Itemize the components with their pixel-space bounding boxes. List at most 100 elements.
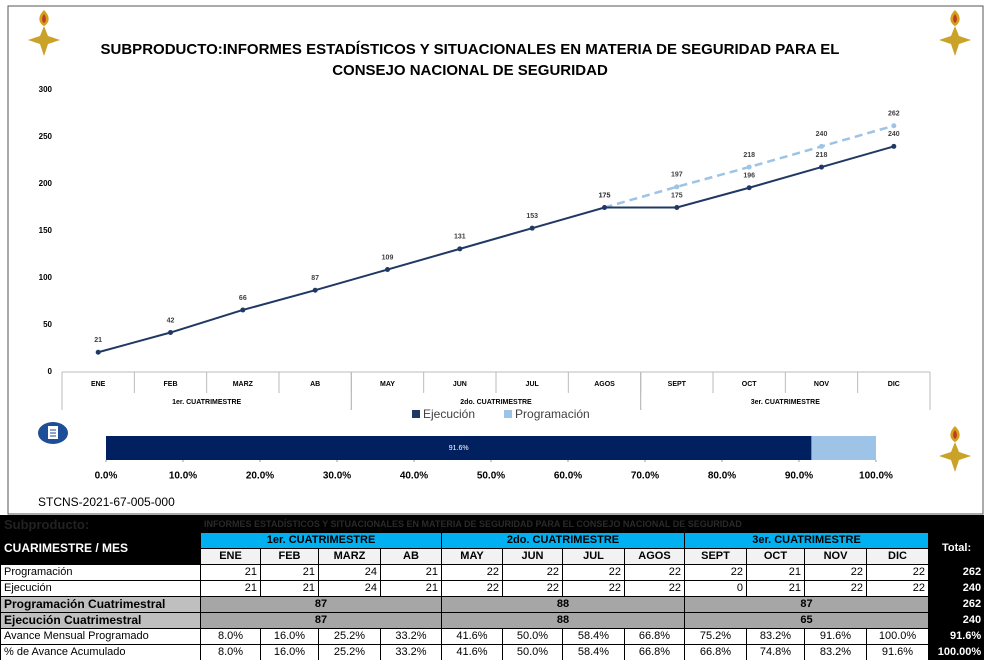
cell: 91.6% [804, 628, 867, 645]
cell: 8.0% [200, 628, 261, 645]
group-label: 3er. CUATRIMESTRE [751, 399, 820, 406]
subproduct-row: Subproducto: INFORMES ESTADÍSTICOS Y SITU… [0, 515, 984, 533]
cell: 41.6% [441, 644, 503, 660]
data-label: 87 [311, 275, 319, 282]
point [168, 330, 173, 336]
group-label: 2do. CUATRIMESTRE [460, 399, 532, 406]
month-header: SEPT [684, 548, 747, 565]
y-tick-label: 200 [39, 179, 53, 188]
bar-label: 91.6% [449, 445, 469, 452]
code: STCNS-2021-67-005-000 [38, 495, 175, 509]
point [602, 205, 607, 210]
total-cell: 262 [927, 596, 984, 613]
month-header: MAY [441, 548, 503, 565]
cell: 22 [624, 580, 685, 597]
month-header: MARZ [318, 548, 381, 565]
x-tick-label: AGOS [594, 381, 615, 388]
x-tick-label: 60.0% [554, 471, 582, 482]
row-label: Avance Mensual Programado [0, 628, 201, 645]
title-line: SUBPRODUCTO:INFORMES ESTADÍSTICOS Y SITU… [101, 41, 840, 58]
chart-frame [7, 5, 984, 515]
x-tick-label: JUN [453, 381, 467, 388]
point [674, 184, 680, 190]
table-row: Programación 21 21 24 21 22 22 22 22 22 21 22 22 262 [0, 564, 984, 581]
cell: 21 [200, 580, 261, 597]
x-tick-label: 50.0% [477, 471, 505, 482]
row-label: Ejecución [0, 580, 201, 597]
month-header: DIC [866, 548, 929, 565]
cell: 66.8% [624, 644, 685, 660]
cell: 75.2% [684, 628, 747, 645]
cell: 21 [746, 564, 805, 581]
table-area: Subproducto: INFORMES ESTADÍSTICOS Y SITU… [0, 515, 984, 660]
cell: 50.0% [502, 628, 563, 645]
month-header: JUN [502, 548, 563, 565]
y-tick-label: 250 [39, 132, 53, 141]
x-tick-label: 90.0% [785, 471, 813, 482]
x-tick-label: NOV [814, 381, 830, 388]
cell: 65 [684, 612, 929, 629]
table-row: Avance Mensual Programado 8.0% 16.0% 25.2% 3… [0, 628, 984, 645]
point [385, 267, 390, 273]
cell: 8.0% [200, 644, 261, 660]
point [891, 123, 897, 129]
cell: 22 [562, 564, 625, 581]
cell: 41.6% [441, 628, 503, 645]
data-label: 240 [888, 131, 900, 138]
emblem [939, 426, 971, 472]
data-label: 218 [816, 152, 828, 159]
cell: 21 [746, 580, 805, 597]
series-line [97, 145, 895, 354]
month-header: JUL [562, 548, 625, 565]
cell: 66.8% [684, 644, 747, 660]
cell: 83.2% [804, 644, 867, 660]
cell: 87 [200, 612, 442, 629]
title-line: CONSEJO NACIONAL DE SEGURIDAD [332, 62, 608, 79]
cell: 88 [441, 612, 685, 629]
x-tick-label: 80.0% [708, 471, 736, 482]
x-tick-label: 0.0% [95, 471, 118, 482]
group-header-row: CUARIMESTRE / MES 1er. CUATRIMESTRE 2do. C… [0, 532, 984, 565]
legend-label: Ejecución [423, 407, 475, 421]
emblem [939, 10, 971, 56]
cell: 22 [866, 564, 929, 581]
cell: 16.0% [260, 628, 319, 645]
y-tick-label: 300 [39, 85, 53, 94]
x-tick-label: 70.0% [631, 471, 659, 482]
x-tick-label: JUL [526, 381, 540, 388]
group-header: 2do. CUATRIMESTRE [441, 532, 685, 549]
point [529, 225, 535, 231]
cell: 22 [502, 580, 563, 597]
cell: 21 [200, 564, 261, 581]
row-label: Programación [0, 564, 201, 581]
cell: 25.2% [318, 628, 381, 645]
group-header: 1er. CUATRIMESTRE [200, 532, 442, 549]
point [457, 246, 463, 252]
cell: 24 [318, 580, 381, 597]
cell: 22 [804, 580, 867, 597]
month-header: OCT [746, 548, 805, 565]
x-tick-label: 10.0% [169, 471, 197, 482]
x-tick-label: MAY [380, 381, 395, 388]
cell: 21 [260, 580, 319, 597]
data-label: 240 [816, 131, 828, 138]
month-header: ENE [200, 548, 261, 565]
data-label: 175 [671, 192, 683, 199]
cell: 21 [260, 564, 319, 581]
data-label: 21 [94, 337, 102, 344]
table-row: Ejecución 21 21 24 21 22 22 22 22 0 21 22 22 240 [0, 580, 984, 597]
point [312, 287, 318, 293]
cell: 22 [441, 580, 503, 597]
cell: 66.8% [624, 628, 685, 645]
month-header: AGOS [624, 548, 685, 565]
month-header: FEB [260, 548, 319, 565]
cell: 87 [684, 596, 929, 613]
bar [106, 436, 812, 460]
cell: 22 [684, 564, 747, 581]
total-cell: 240 [927, 612, 984, 629]
month-header: NOV [804, 548, 867, 565]
x-tick-label: SEPT [668, 381, 687, 388]
point [240, 307, 246, 313]
table-row: Ejecución Cuatrimestral 87 88 65 240 [0, 612, 984, 629]
